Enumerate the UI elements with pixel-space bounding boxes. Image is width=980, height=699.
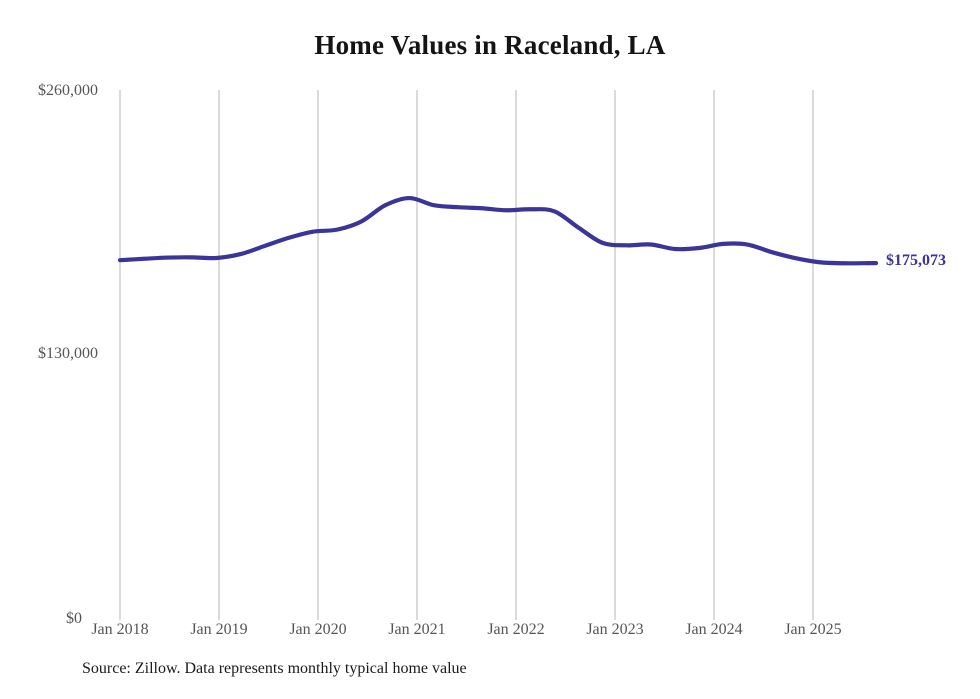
- x-axis-tick-label-jan-2025: Jan 2025: [784, 621, 842, 638]
- x-axis-tick-label-jan-2019: Jan 2019: [190, 621, 248, 638]
- x-axis-tick-label-jan-2022: Jan 2022: [487, 621, 545, 638]
- x-axis-tick-label-jan-2024: Jan 2024: [685, 621, 743, 638]
- series-line-typical-home-value: [117, 195, 871, 266]
- end-value-annotation: $175,073: [886, 252, 946, 270]
- x-axis-tick-label-jan-2023: Jan 2023: [586, 621, 644, 638]
- gridlines: [119, 90, 814, 620]
- source-note: Source: Zillow. Data represents monthly …: [82, 660, 467, 677]
- x-axis-tick-label-jan-2021: Jan 2021: [388, 621, 446, 638]
- y-axis-tick-label-260000: $260,000: [38, 82, 98, 99]
- page-title: Home Values in Raceland, LA: [314, 30, 666, 60]
- y-axis-tick-label-130000: $130,000: [38, 345, 98, 362]
- y-axis-tick-label-0: $0: [66, 610, 82, 627]
- x-axis-tick-label-jan-2018: Jan 2018: [91, 621, 149, 638]
- x-axis-tick-label-jan-2020: Jan 2020: [289, 621, 347, 638]
